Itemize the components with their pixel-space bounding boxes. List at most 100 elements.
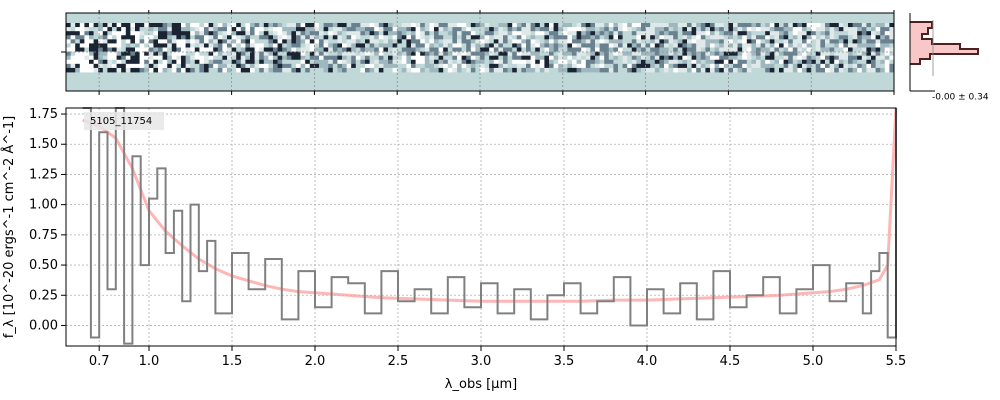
spectrum-2d-pixel bbox=[765, 63, 771, 69]
spectrum-2d-pixel bbox=[98, 39, 104, 44]
spectrum-2d-image bbox=[66, 23, 895, 73]
spectrum-2d-pixel bbox=[668, 31, 674, 36]
spectrum-2d-pixel bbox=[176, 23, 182, 28]
spectrum-2d-pixel bbox=[135, 63, 140, 69]
spectrum-2d-pixel bbox=[792, 63, 798, 69]
spectrum-2d-pixel bbox=[852, 27, 858, 32]
spectrum-2d-pixel bbox=[401, 63, 407, 69]
spectrum-2d-pixel bbox=[420, 67, 426, 73]
spectrum-2d-pixel bbox=[599, 23, 605, 28]
spectrum-2d-pixel bbox=[526, 39, 531, 44]
spectrum-2d-pixel bbox=[700, 67, 706, 73]
spectrum-2d-pixel bbox=[397, 23, 403, 28]
spectrum-2d-pixel bbox=[309, 23, 315, 28]
spectrum-2d-pixel bbox=[397, 51, 403, 57]
spectrum-2d-pixel bbox=[208, 43, 214, 48]
spectrum-2d-pixel bbox=[627, 35, 633, 40]
spectrum-2d-pixel bbox=[323, 39, 329, 44]
spectrum-2d-pixel bbox=[438, 59, 444, 65]
spectrum-2d-pixel bbox=[383, 35, 389, 40]
spectrum-2d-pixel bbox=[788, 59, 794, 65]
spectrum-2d-pixel bbox=[282, 27, 288, 32]
spectrum-2d-pixel bbox=[259, 67, 265, 73]
spectrum-2d-pixel bbox=[213, 47, 219, 52]
spectrum-2d-pixel bbox=[631, 55, 637, 61]
spectrum-2d-pixel bbox=[691, 63, 697, 69]
spectrum-2d-pixel bbox=[153, 23, 159, 28]
spectrum-2d-pixel bbox=[719, 39, 725, 44]
spectrum-2d-pixel bbox=[286, 67, 292, 73]
spectrum-2d-pixel bbox=[875, 55, 881, 61]
spectrum-2d-pixel bbox=[167, 23, 173, 28]
spectrum-2d-pixel bbox=[590, 67, 596, 73]
spectrum-2d-pixel bbox=[815, 51, 821, 57]
spectrum-2d-pixel bbox=[314, 67, 320, 73]
spectrum-2d-pixel bbox=[581, 35, 587, 40]
spectrum-2d-pixel bbox=[760, 59, 766, 65]
spectrum-2d-pixel bbox=[388, 35, 393, 40]
spectrum-2d-pixel bbox=[112, 67, 117, 73]
spectrum-2d-pixel bbox=[190, 63, 196, 69]
spectrum-2d-pixel bbox=[687, 51, 692, 57]
spectrum-2d-pixel bbox=[259, 59, 265, 65]
spectrum-2d-pixel bbox=[158, 43, 163, 48]
spectrum-2d-pixel bbox=[457, 67, 462, 73]
spectrum-2d-pixel bbox=[176, 43, 182, 48]
spectrum-2d-pixel bbox=[691, 31, 697, 36]
spectrum-2d-pixel bbox=[595, 27, 600, 32]
spectrum-2d-pixel bbox=[590, 35, 596, 40]
spectrum-2d-pixel bbox=[829, 23, 835, 28]
spectrum-2d-pixel bbox=[733, 23, 738, 28]
spectrum-2d-pixel bbox=[240, 59, 246, 65]
spectrum-2d-pixel bbox=[645, 63, 651, 69]
spectrum-2d-pixel bbox=[696, 27, 702, 32]
spectrum-2d-pixel bbox=[466, 31, 472, 36]
spectrum-2d-pixel bbox=[148, 59, 154, 65]
spectrum-2d-pixel bbox=[792, 27, 798, 32]
spectrum-2d-pixel bbox=[599, 27, 605, 32]
spectrum-2d-pixel bbox=[323, 67, 329, 73]
spectrum-2d-pixel bbox=[567, 55, 573, 61]
spectrum-2d-pixel bbox=[411, 47, 416, 52]
spectrum-2d-pixel bbox=[480, 23, 485, 28]
spectrum-2d-pixel bbox=[760, 55, 766, 61]
spectrum-2d-pixel bbox=[457, 23, 462, 28]
spectrum-2d-pixel bbox=[889, 67, 895, 73]
spectrum-2d-pixel bbox=[286, 23, 292, 28]
spectrum-2d-pixel bbox=[167, 39, 173, 44]
spectrum-2d-pixel bbox=[282, 39, 288, 44]
spectrum-2d-pixel bbox=[424, 43, 430, 48]
spectrum-2d-pixel bbox=[337, 27, 343, 32]
spectrum-2d-pixel bbox=[245, 51, 251, 57]
spectrum-2d-pixel bbox=[401, 27, 407, 32]
spectrum-2d-pixel bbox=[871, 63, 876, 69]
spectrum-2d-pixel bbox=[139, 55, 145, 61]
spectrum-2d-pixel bbox=[590, 27, 596, 32]
spectrum-2d-pixel bbox=[286, 59, 292, 65]
spectrum-2d-pixel bbox=[521, 39, 527, 44]
spectrum-2d-pixel bbox=[783, 63, 789, 69]
spectrum-2d-pixel bbox=[259, 31, 265, 36]
spectrum-2d-pixel bbox=[277, 23, 283, 28]
spectrum-2d-pixel bbox=[498, 63, 504, 69]
spectrum-2d-pixel bbox=[880, 67, 886, 73]
spectrum-2d-pixel bbox=[438, 47, 444, 52]
spectrum-2d-pixel bbox=[608, 35, 614, 40]
spectrum-2d-pixel bbox=[723, 39, 729, 44]
spectrum-2d-pixel bbox=[434, 47, 439, 52]
spectrum-2d-pixel bbox=[687, 27, 692, 32]
spectrum-2d-pixel bbox=[351, 47, 357, 52]
spectrum-2d-pixel bbox=[650, 43, 656, 48]
spectrum-2d-pixel bbox=[112, 55, 117, 61]
spectrum-2d-pixel bbox=[756, 51, 761, 57]
spectrum-2d-pixel bbox=[783, 43, 789, 48]
spectrum-2d-pixel bbox=[480, 67, 485, 73]
spectrum-2d-pixel bbox=[116, 27, 122, 32]
spectrum-2d-pixel bbox=[185, 55, 191, 61]
spectrum-2d-pixel bbox=[208, 47, 214, 52]
spectrum-2d-pixel bbox=[470, 43, 476, 48]
spectrum-2d-pixel bbox=[852, 59, 858, 65]
spectrum-2d-pixel bbox=[710, 55, 715, 61]
spectrum-2d-pixel bbox=[424, 31, 430, 36]
spectrum-2d-pixel bbox=[659, 35, 665, 40]
